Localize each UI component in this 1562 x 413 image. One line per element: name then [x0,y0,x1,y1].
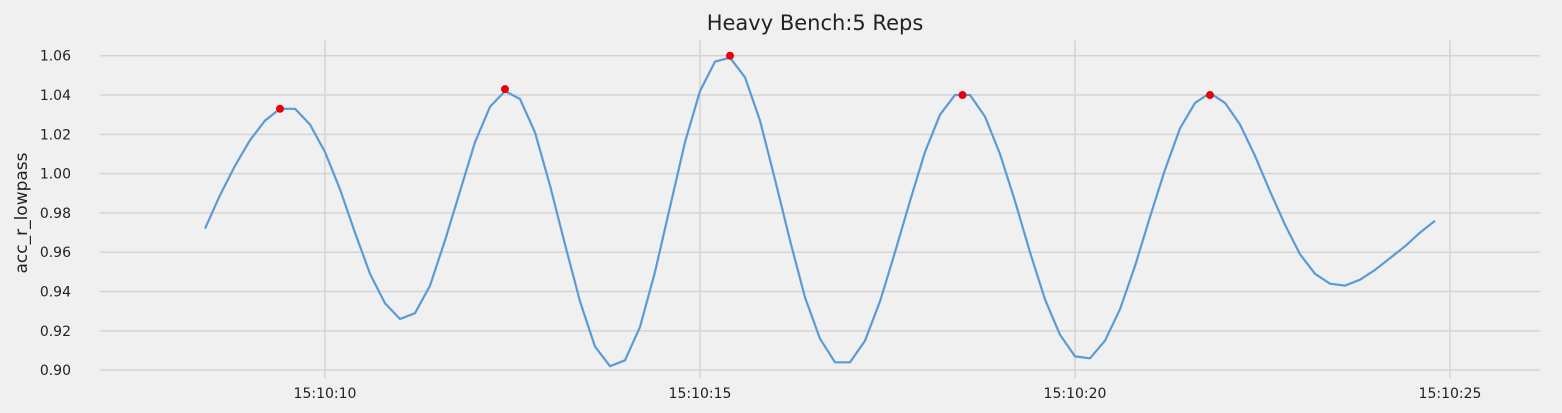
series-layer [203,56,1436,368]
y-tick-labels: 0.90 0.92 0.94 0.96 0.98 1.00 1.02 1.04 1.06 [40,49,71,379]
peak-markers [276,51,1214,113]
y-tick-label: 1.04 [40,88,71,104]
peak-point [276,104,284,113]
x-tick-labels: 15:10:10 15:10:15 15:10:20 15:10:25 [294,386,1482,402]
peak-point [501,85,509,94]
x-tick-label: 15:10:20 [1044,386,1107,402]
y-tick-label: 1.00 [40,167,71,183]
x-tick-label: 15:10:15 [669,386,732,402]
y-tick-label: 0.92 [40,324,71,340]
chart-title: Heavy Bench:5 Reps [707,11,924,35]
y-axis-label: acc_r_lowpass [12,152,32,273]
series-line [203,56,1436,368]
y-tick-label: 0.94 [40,285,71,301]
x-tick-label: 15:10:10 [294,386,357,402]
y-tick-label: 1.06 [40,49,71,65]
y-tick-label: 1.02 [40,127,71,143]
peak-point [1206,91,1214,100]
gridlines [100,40,1540,378]
peak-point [726,51,734,60]
y-tick-label: 0.96 [40,245,71,261]
x-tick-label: 15:10:25 [1419,386,1482,402]
peak-point [958,91,967,100]
y-tick-label: 0.90 [40,363,71,379]
y-tick-label: 0.98 [40,206,71,222]
